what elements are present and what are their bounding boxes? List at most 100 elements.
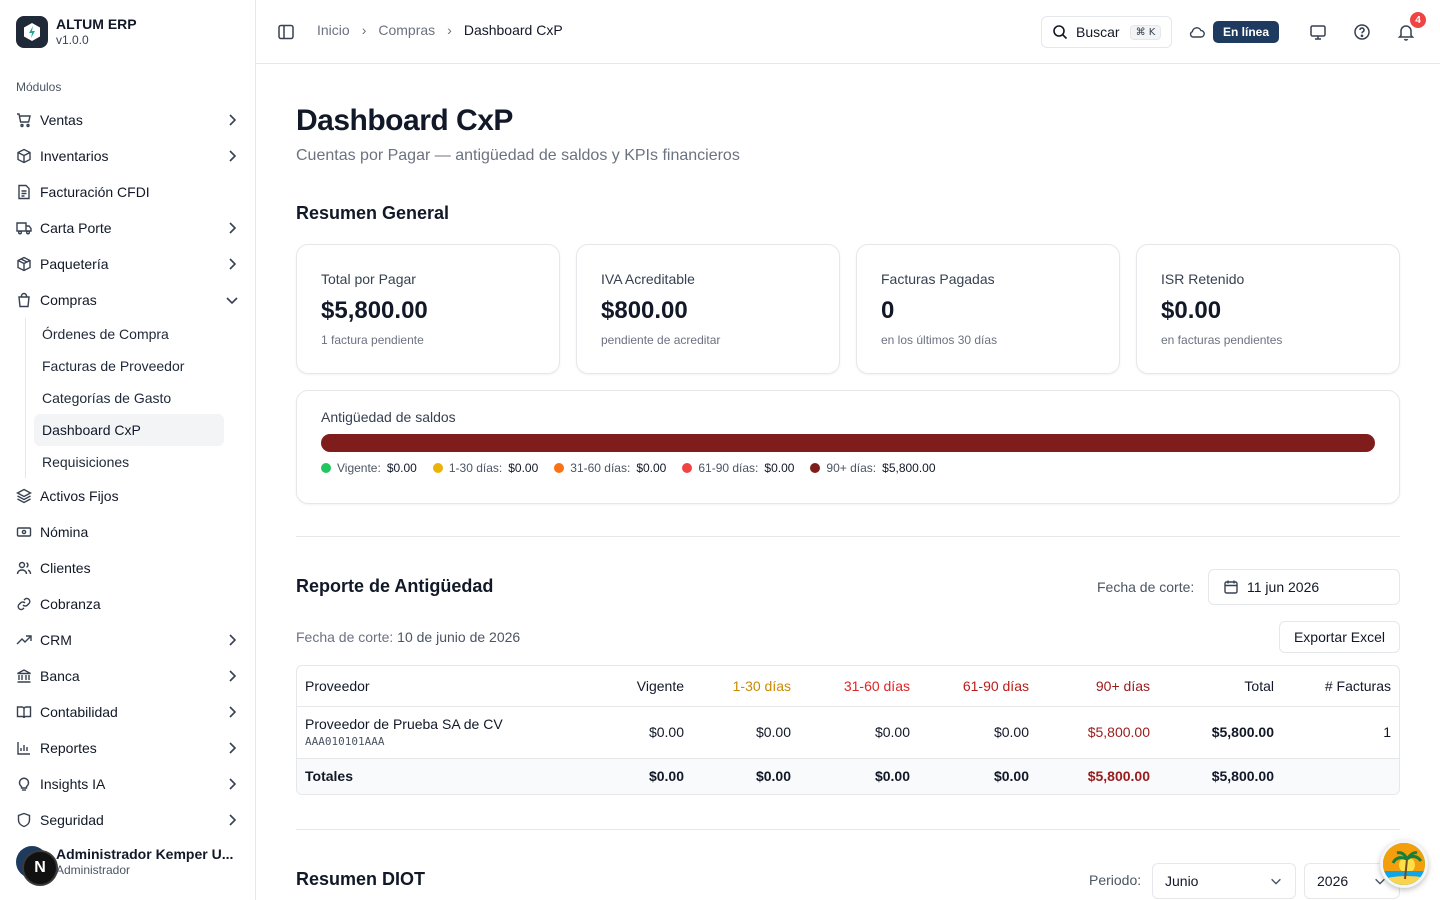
compras-subnav: Órdenes de Compra Facturas de Proveedor … — [25, 318, 248, 478]
user-menu[interactable]: N Administrador Kemper U... Administrado… — [16, 846, 240, 886]
kpi-note: en facturas pendientes — [1161, 333, 1283, 347]
sidebar-item-clientes[interactable]: Clientes — [8, 550, 248, 586]
col-1-30: 1-30 días — [692, 666, 799, 707]
sidebar-item-seguridad[interactable]: Seguridad — [8, 802, 248, 838]
legend-dot-icon — [432, 463, 443, 473]
period-label: Periodo: — [1089, 872, 1142, 888]
breadcrumb-inicio[interactable]: Inicio — [317, 22, 350, 38]
chevron-right-icon — [229, 222, 237, 234]
breadcrumb: Inicio › Compras › Dashboard CxP — [317, 22, 563, 38]
sidebar-item-banca[interactable]: Banca — [8, 658, 248, 694]
assistant-avatar-button[interactable] — [1380, 840, 1428, 888]
legend-value: $0.00 — [764, 461, 795, 475]
sidebar-item-contabilidad[interactable]: Contabilidad — [8, 694, 248, 730]
bar-chart-icon — [17, 742, 30, 755]
sidebar-toggle-icon[interactable] — [276, 22, 296, 42]
bell-icon[interactable] — [1396, 22, 1416, 42]
totals-90-plus: $5,800.00 — [1037, 758, 1158, 794]
sidebar-item-carta-porte[interactable]: Carta Porte — [8, 210, 248, 246]
sidebar-item-paqueteria[interactable]: Paquetería — [8, 246, 248, 282]
help-icon[interactable] — [1352, 22, 1372, 42]
sidebar-item-reportes[interactable]: Reportes — [8, 730, 248, 766]
sidebar-item-label: Paquetería — [40, 256, 109, 272]
breadcrumb-separator-icon: › — [447, 22, 452, 38]
legend-value: $0.00 — [636, 461, 667, 475]
kpi-card-isr-retenido: ISR Retenido $0.00 en facturas pendiente… — [1136, 244, 1400, 374]
sidebar-item-compras[interactable]: Compras — [8, 282, 248, 318]
top-header: Inicio › Compras › Dashboard CxP Buscar … — [256, 0, 1440, 64]
chevron-right-icon — [229, 742, 237, 754]
col-total: Total — [1158, 666, 1282, 707]
kpi-value: $5,800.00 — [321, 297, 428, 324]
aging-legend: Vigente: $0.00 1-30 días: $0.00 31-60 dí… — [321, 461, 1375, 475]
sidebar-item-label: Banca — [40, 668, 80, 684]
table-row[interactable]: Proveedor de Prueba SA de CV AAA010101AA… — [297, 706, 1399, 759]
modules-section-label: Módulos — [16, 80, 62, 94]
breadcrumb-compras[interactable]: Compras — [378, 22, 436, 38]
sidebar-subitem-requisiciones[interactable]: Requisiciones — [42, 454, 130, 470]
col-61-90: 61-90 días — [918, 666, 1037, 707]
chevron-right-icon — [229, 670, 237, 682]
search-button[interactable]: Buscar ⌘ K — [1041, 16, 1172, 48]
sidebar-item-facturacion[interactable]: Facturación CFDI — [8, 174, 248, 210]
cut-date-text-value: 10 de junio de 2026 — [397, 629, 521, 645]
sidebar-item-activos-fijos[interactable]: Activos Fijos — [8, 478, 248, 514]
avatar-initial: N — [22, 850, 58, 886]
cell-vigente: $0.00 — [592, 706, 692, 759]
legend-item-1-30: 1-30 días: $0.00 — [432, 461, 538, 475]
chevron-right-icon — [229, 114, 237, 126]
legend-dot-icon — [321, 463, 331, 473]
chevron-right-icon — [229, 634, 237, 646]
cart-icon — [17, 113, 31, 128]
search-icon — [1053, 25, 1068, 40]
year-select-value: 2026 — [1317, 873, 1349, 889]
section-divider — [296, 829, 1400, 830]
legend-label: 31-60 días: — [570, 461, 631, 475]
sidebar-item-inventarios[interactable]: Inventarios — [8, 138, 248, 174]
monitor-icon[interactable] — [1308, 22, 1328, 42]
book-open-icon — [16, 706, 32, 719]
totals-31-60: $0.00 — [799, 758, 918, 794]
provider-rfc: AAA010101AAA — [305, 735, 385, 748]
totals-empty — [1282, 758, 1399, 794]
cut-date-value: 11 jun 2026 — [1247, 579, 1320, 595]
document-icon — [18, 184, 30, 200]
sidebar-subitem-categorias[interactable]: Categorías de Gasto — [42, 390, 172, 406]
kpi-note: 1 factura pendiente — [321, 333, 424, 347]
brand-name: ALTUM ERP — [56, 16, 137, 32]
trending-up-icon — [16, 635, 32, 645]
sidebar-item-label: Seguridad — [40, 812, 104, 828]
sidebar-item-label: Reportes — [40, 740, 97, 756]
bank-icon — [17, 669, 31, 683]
brand[interactable]: ALTUM ERP v1.0.0 — [16, 16, 137, 48]
export-excel-button[interactable]: Exportar Excel — [1279, 621, 1400, 653]
kpi-cards: Total por Pagar $5,800.00 1 factura pend… — [296, 244, 1400, 374]
report-section-title: Reporte de Antigüedad — [296, 576, 494, 596]
box-icon — [17, 148, 31, 164]
legend-item-61-90: 61-90 días: $0.00 — [682, 461, 794, 475]
sidebar-item-nomina[interactable]: Nómina — [8, 514, 248, 550]
cell-total: $5,800.00 — [1158, 706, 1282, 759]
sidebar-item-insights-ia[interactable]: Insights IA — [8, 766, 248, 802]
sidebar-item-crm[interactable]: CRM — [8, 622, 248, 658]
sidebar-subitem-facturas-proveedor[interactable]: Facturas de Proveedor — [42, 358, 185, 374]
sidebar-subitem-dashboard-cxp[interactable]: Dashboard CxP — [34, 414, 224, 446]
kpi-card-total-por-pagar: Total por Pagar $5,800.00 1 factura pend… — [296, 244, 560, 374]
sidebar-item-label: Ventas — [40, 112, 83, 128]
notification-count-badge: 4 — [1410, 12, 1426, 28]
cut-date-picker[interactable]: 11 jun 2026 — [1208, 569, 1400, 605]
month-select[interactable]: Junio — [1152, 863, 1296, 899]
totals-1-30: $0.00 — [692, 758, 799, 794]
sidebar-item-ventas[interactable]: Ventas — [8, 102, 248, 138]
kpi-label: Facturas Pagadas — [881, 271, 995, 287]
sidebar-subitem-ordenes[interactable]: Órdenes de Compra — [42, 326, 169, 342]
sidebar-item-label: Compras — [40, 292, 97, 308]
user-name: Administrador Kemper U... — [56, 846, 234, 862]
search-label: Buscar — [1076, 24, 1120, 40]
cell-90-plus: $5,800.00 — [1037, 706, 1158, 759]
sidebar-item-cobranza[interactable]: Cobranza — [8, 586, 248, 622]
layers-icon — [16, 488, 32, 504]
legend-label: Vigente: — [337, 461, 381, 475]
legend-dot-icon — [554, 463, 565, 473]
cell-61-90: $0.00 — [918, 706, 1037, 759]
